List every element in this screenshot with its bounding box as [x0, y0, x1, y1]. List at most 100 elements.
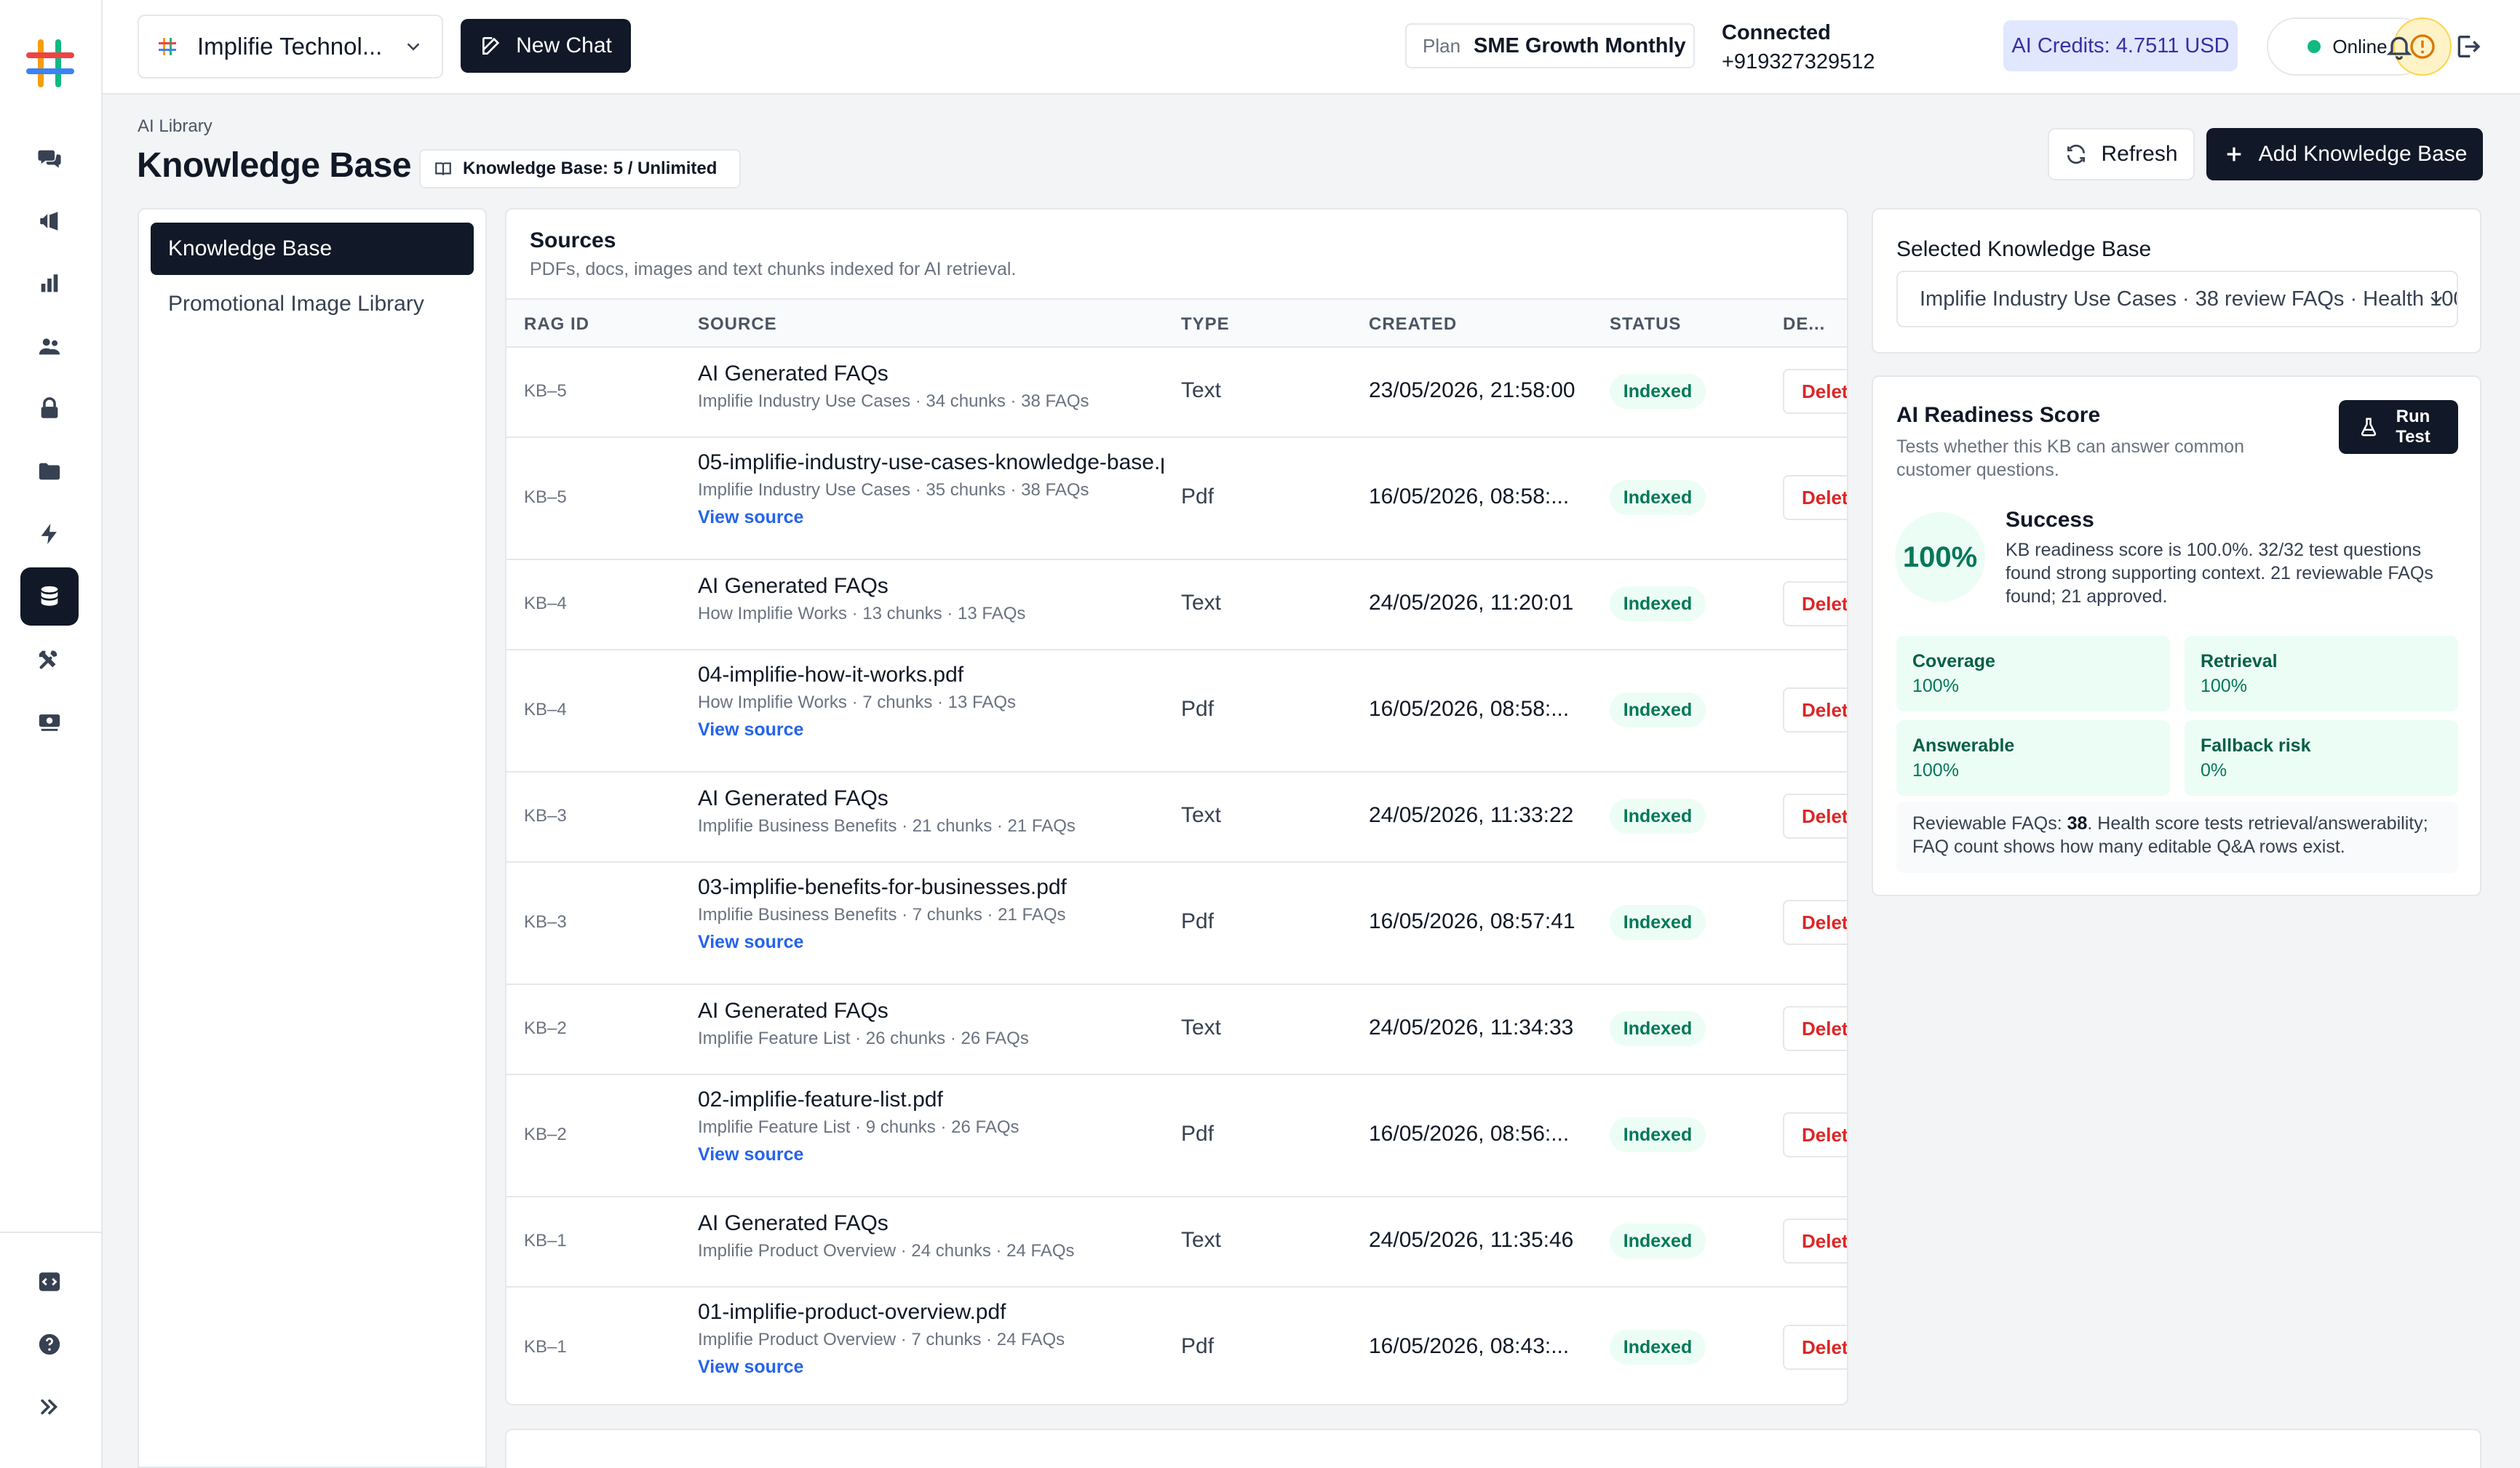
column-header-type[interactable]: TYPE — [1181, 314, 1230, 334]
view-source-link[interactable]: View source — [698, 1357, 804, 1377]
source-type: Text — [1181, 1016, 1222, 1040]
column-header-rag-id[interactable]: RAG ID — [524, 314, 589, 334]
delete-button[interactable]: Delete — [1783, 687, 1847, 733]
delete-button[interactable]: Delete — [1783, 581, 1847, 626]
created-date: 16/05/2026, 08:58:... — [1369, 697, 1570, 721]
delete-button[interactable]: Delete — [1783, 1325, 1847, 1370]
selected-kb-select[interactable]: Implifie Industry Use Cases · 38 review … — [1896, 271, 2458, 327]
source-name: AI Generated FAQs — [698, 1211, 889, 1235]
notifications-button[interactable] — [2385, 32, 2414, 61]
metric-retrieval: Retrieval 100% — [2185, 636, 2458, 711]
library-nav: Knowledge Base Promotional Image Library — [138, 208, 487, 1468]
delete-button[interactable]: Delete — [1783, 794, 1847, 839]
created-date: 16/05/2026, 08:56:... — [1369, 1122, 1570, 1146]
rail-help[interactable] — [20, 1315, 79, 1373]
rail-payments[interactable] — [20, 693, 79, 751]
rail-tools[interactable] — [20, 630, 79, 688]
rail-automations[interactable] — [20, 505, 79, 563]
view-source-link[interactable]: View source — [698, 1144, 804, 1165]
delete-button[interactable]: Delete — [1783, 475, 1847, 520]
online-status-label: Online — [2332, 35, 2388, 57]
online-status-toggle[interactable]: Online — [2267, 17, 2428, 76]
table-row: KB–5 AI Generated FAQs Implifie Industry… — [506, 348, 1847, 438]
breadcrumb[interactable]: AI Library — [138, 116, 212, 136]
rag-id: KB–1 — [524, 1337, 567, 1357]
delete-button[interactable]: Delete — [1783, 369, 1847, 414]
organization-selector[interactable]: Implifie Technol... — [138, 15, 443, 79]
created-date: 24/05/2026, 11:20:01 — [1369, 591, 1574, 615]
source-cell: 04-implifie-how-it-works.pdf How Implifi… — [698, 662, 1164, 742]
source-type: Pdf — [1181, 697, 1215, 721]
source-type: Pdf — [1181, 1122, 1215, 1146]
rail-expand[interactable] — [20, 1378, 79, 1436]
add-knowledge-base-label: Add Knowledge Base — [2258, 142, 2468, 166]
table-row: KB–2 02-implifie-feature-list.pdf Implif… — [506, 1075, 1847, 1197]
rail-files[interactable] — [20, 442, 79, 500]
source-type: Text — [1181, 378, 1222, 402]
rail-embed[interactable] — [20, 1253, 79, 1311]
top-bar: Implifie Technol... New Chat Plan SME Gr… — [103, 0, 2520, 95]
flask-icon — [2361, 418, 2377, 436]
library-nav-knowledge-base[interactable]: Knowledge Base — [151, 223, 474, 275]
rail-campaigns[interactable] — [20, 192, 79, 250]
database-icon — [41, 586, 58, 606]
source-meta: Implifie Product Overview · 24 chunks · … — [698, 1241, 1075, 1261]
source-meta: Implifie Business Benefits · 7 chunks · … — [698, 905, 1066, 925]
table-row: KB–3 03-implifie-benefits-for-businesses… — [506, 863, 1847, 985]
view-source-link[interactable]: View source — [698, 719, 804, 740]
rail-chats[interactable] — [20, 129, 79, 188]
column-header-status[interactable]: STATUS — [1610, 314, 1682, 334]
readiness-score: 100% — [1895, 512, 1985, 602]
plan-badge: Plan SME Growth Monthly — [1405, 23, 1695, 68]
column-header-created[interactable]: CREATED — [1369, 314, 1458, 334]
faq-note-prefix: Reviewable FAQs: — [1912, 813, 2067, 834]
metric-label: Fallback risk — [2201, 735, 2311, 756]
kb-count-badge: Knowledge Base: 5 / Unlimited — [419, 149, 741, 188]
refresh-button[interactable]: Refresh — [2048, 128, 2195, 180]
source-meta: Implifie Product Overview · 7 chunks · 2… — [698, 1330, 1065, 1349]
payments-icon — [39, 714, 60, 731]
table-row: KB–1 01-implifie-product-overview.pdf Im… — [506, 1288, 1847, 1404]
status-badge: Indexed — [1610, 799, 1706, 834]
rail-divider — [0, 1232, 101, 1233]
add-knowledge-base-button[interactable]: Add Knowledge Base — [2206, 128, 2483, 180]
run-test-button[interactable]: Run Test — [2339, 400, 2458, 454]
source-type: Text — [1181, 1228, 1222, 1252]
rail-security[interactable] — [20, 380, 79, 438]
library-nav-promotional-images[interactable]: Promotional Image Library — [151, 278, 474, 330]
source-meta: Implifie Business Benefits · 21 chunks ·… — [698, 816, 1076, 836]
source-name: AI Generated FAQs — [698, 574, 889, 598]
source-name: 02-implifie-feature-list.pdf — [698, 1088, 943, 1112]
bell-icon — [2386, 36, 2412, 60]
source-meta: How Implifie Works · 7 chunks · 13 FAQs — [698, 693, 1017, 712]
delete-button[interactable]: Delete — [1783, 1006, 1847, 1051]
view-source-link[interactable]: View source — [698, 932, 804, 952]
source-type: Pdf — [1181, 1334, 1215, 1358]
delete-button[interactable]: Delete — [1783, 1112, 1847, 1157]
app-logo[interactable] — [22, 35, 79, 92]
rail-ai-library[interactable] — [20, 567, 79, 626]
rail-contacts[interactable] — [20, 317, 79, 375]
new-chat-button[interactable]: New Chat — [461, 19, 631, 73]
logout-button[interactable] — [2453, 32, 2482, 61]
kb-count-label: Knowledge Base: 5 / Unlimited — [463, 159, 718, 178]
tools-icon — [39, 650, 57, 669]
metric-fallback-risk: Fallback risk 0% — [2185, 720, 2458, 796]
column-header-delete[interactable]: DE... — [1783, 314, 1826, 334]
column-header-source[interactable]: SOURCE — [698, 314, 777, 334]
book-icon — [435, 162, 451, 175]
run-test-label: Run Test — [2396, 407, 2430, 447]
rag-id: KB–3 — [524, 912, 567, 932]
created-date: 24/05/2026, 11:35:46 — [1369, 1228, 1574, 1252]
selected-kb-value: Implifie Industry Use Cases · 38 review … — [1920, 287, 2458, 311]
metric-label: Retrieval — [2201, 651, 2278, 671]
delete-button[interactable]: Delete — [1783, 1218, 1847, 1264]
bar-chart-icon — [41, 274, 58, 292]
view-source-link[interactable]: View source — [698, 507, 804, 527]
delete-button[interactable]: Delete — [1783, 900, 1847, 945]
rail-analytics[interactable] — [20, 255, 79, 313]
selected-kb-label: Selected Knowledge Base — [1896, 237, 2152, 261]
status-badge: Indexed — [1610, 693, 1706, 727]
warning-button[interactable] — [2393, 17, 2452, 76]
connection-status: Connected +919327329512 — [1722, 19, 1904, 76]
